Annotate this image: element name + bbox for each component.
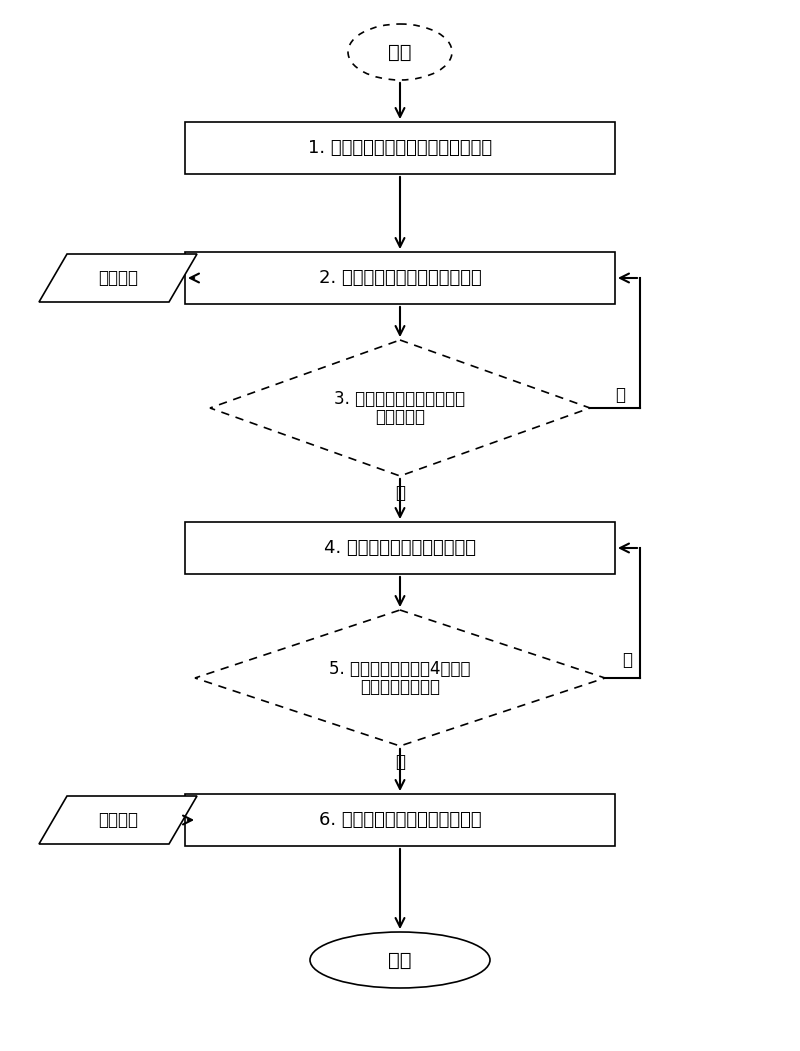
Polygon shape (210, 341, 590, 476)
Text: 2. 基于控制流图更新局部路径链: 2. 基于控制流图更新局部路径链 (318, 269, 482, 287)
Text: 否: 否 (395, 753, 405, 771)
Polygon shape (39, 254, 197, 302)
Polygon shape (39, 796, 197, 844)
Polygon shape (195, 610, 605, 746)
Ellipse shape (310, 932, 490, 988)
Ellipse shape (348, 24, 452, 80)
Text: 1. 构造并初始化局部路径链和标志位: 1. 构造并初始化局部路径链和标志位 (308, 139, 492, 157)
Text: 是: 是 (622, 651, 632, 669)
Text: 是: 是 (395, 485, 405, 502)
Bar (185, 794, 615, 846)
Text: 结束: 结束 (388, 950, 412, 969)
Text: 志位都为假: 志位都为假 (375, 408, 425, 426)
Text: 开始: 开始 (388, 42, 412, 62)
Text: 3. 是否局部路径链对应的标: 3. 是否局部路径链对应的标 (334, 390, 466, 408)
Text: 4. 删除符合条件的局部路径链: 4. 删除符合条件的局部路径链 (324, 539, 476, 557)
Text: 控制流图: 控制流图 (98, 269, 138, 287)
Text: 6. 基于局部路径链构建逻辑块表: 6. 基于局部路径链构建逻辑块表 (318, 811, 482, 829)
Text: 否: 否 (615, 386, 625, 404)
Bar (185, 522, 615, 574)
Bar (185, 252, 615, 304)
Bar (185, 122, 615, 174)
Text: 条件的局部路径链: 条件的局部路径链 (360, 678, 440, 696)
Text: 5. 是否还存在符合第4步删除: 5. 是否还存在符合第4步删除 (330, 660, 470, 678)
Text: 逻辑块表: 逻辑块表 (98, 811, 138, 829)
